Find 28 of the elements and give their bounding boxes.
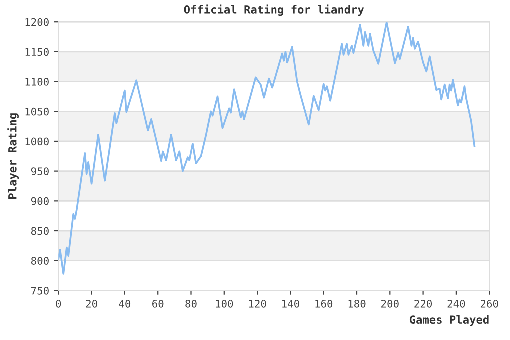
x-tick-label: 40 bbox=[119, 300, 131, 308]
x-tick-label: 260 bbox=[480, 300, 498, 308]
y-tick-label: 1200 bbox=[26, 18, 49, 26]
x-tick-label: 160 bbox=[316, 300, 333, 308]
x-tick-label: 80 bbox=[186, 300, 197, 308]
x-tick-label: 180 bbox=[348, 300, 366, 308]
x-tick-label: 200 bbox=[382, 300, 399, 308]
chart-title: Official Rating for liandry bbox=[184, 4, 364, 16]
x-tick-label: 100 bbox=[216, 300, 234, 308]
x-tick-label: 240 bbox=[448, 300, 466, 308]
y-tick-label: 1100 bbox=[26, 78, 49, 86]
y-tick-label: 850 bbox=[31, 227, 49, 236]
x-tick-label: 140 bbox=[282, 300, 300, 308]
x-tick-label: 20 bbox=[86, 300, 98, 308]
x-tick-label: 0 bbox=[56, 300, 62, 308]
x-axis-title: Games Played bbox=[410, 315, 489, 326]
y-tick-label: 950 bbox=[31, 168, 49, 176]
y-tick-label: 750 bbox=[32, 286, 49, 295]
x-tick-label: 60 bbox=[152, 300, 164, 308]
x-tick-label: 220 bbox=[414, 300, 432, 308]
x-tick-label: 120 bbox=[249, 300, 266, 308]
y-tick-label: 900 bbox=[31, 197, 49, 206]
y-tick-label: 800 bbox=[31, 257, 49, 265]
y-axis-title: Player Rating bbox=[8, 114, 19, 199]
line-series bbox=[58, 22, 476, 275]
y-tick-label: 1150 bbox=[26, 48, 49, 56]
y-tick-label: 1050 bbox=[26, 108, 49, 116]
y-tick-label: 1000 bbox=[26, 138, 49, 146]
